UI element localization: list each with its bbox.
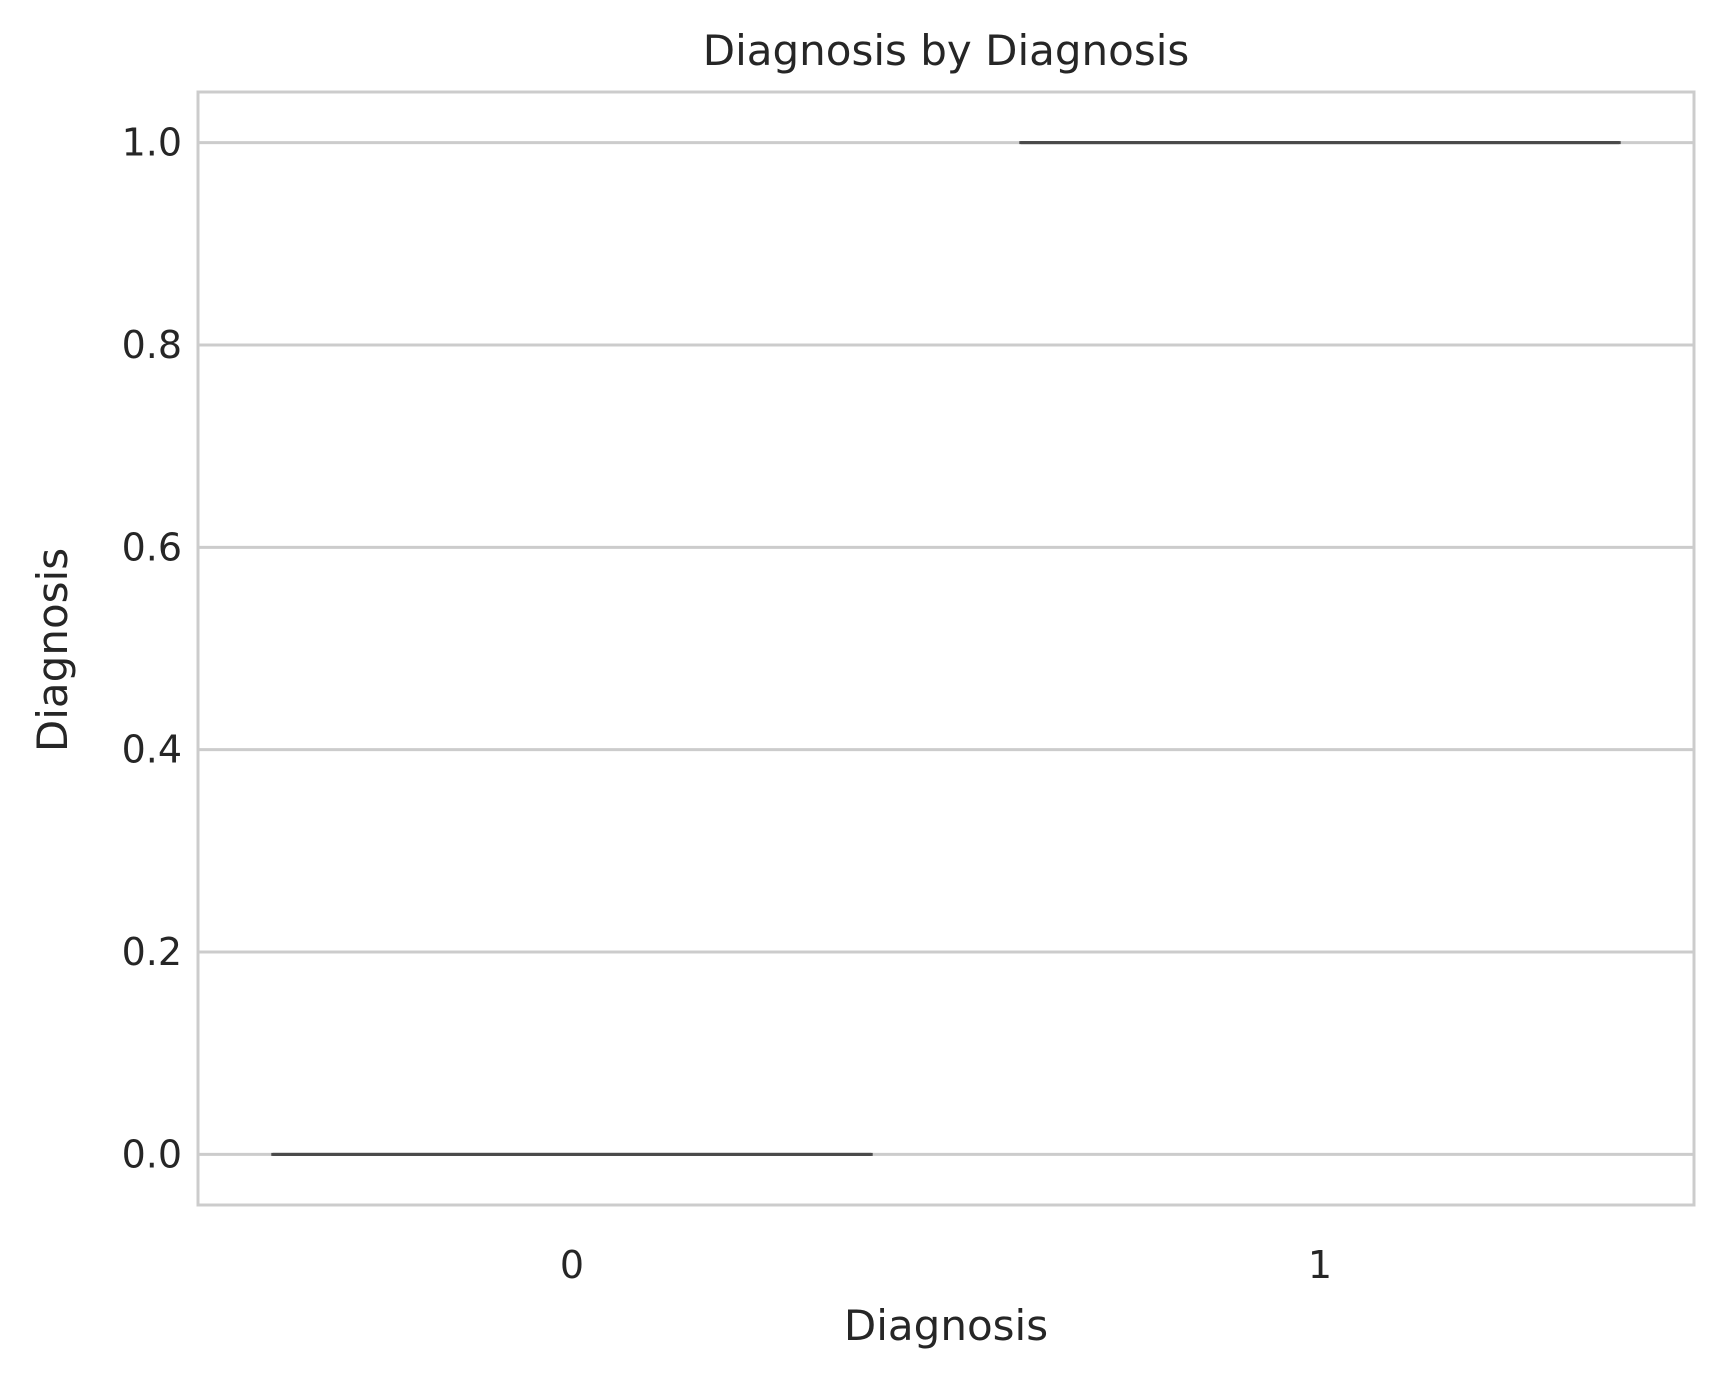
x-axis-label: Diagnosis — [844, 1301, 1048, 1350]
y-tick-labels: 0.0 0.2 0.4 0.6 0.8 1.0 — [122, 121, 182, 1177]
y-tick-label: 1.0 — [122, 121, 182, 165]
y-tick-label: 0.8 — [122, 323, 182, 367]
y-axis-label: Diagnosis — [28, 548, 77, 752]
gridlines — [198, 141, 1694, 1156]
y-tick-label: 0.6 — [122, 525, 182, 569]
y-tick-label: 0.0 — [122, 1132, 182, 1176]
box-marks — [271, 141, 1621, 1156]
x-tick-label: 1 — [1308, 1243, 1332, 1287]
x-tick-label: 0 — [560, 1243, 584, 1287]
y-tick-label: 0.4 — [122, 728, 182, 772]
y-tick-label: 0.2 — [122, 930, 182, 974]
plot-frame — [196, 90, 1696, 1207]
chart-title: Diagnosis by Diagnosis — [703, 26, 1190, 75]
